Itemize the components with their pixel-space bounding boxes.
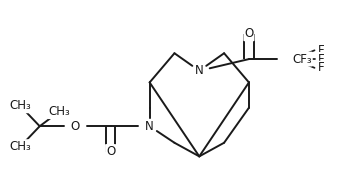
Text: O: O	[106, 145, 115, 158]
Text: CH₃: CH₃	[9, 99, 31, 112]
Text: F: F	[318, 61, 325, 74]
Text: CH₃: CH₃	[9, 140, 31, 153]
Text: F: F	[318, 44, 325, 57]
Text: O: O	[244, 27, 253, 40]
Text: CH₃: CH₃	[48, 105, 70, 118]
Text: N: N	[195, 64, 204, 77]
Text: CF₃: CF₃	[292, 53, 312, 66]
Text: F: F	[318, 53, 325, 66]
Text: N: N	[145, 120, 154, 133]
Text: O: O	[70, 120, 80, 133]
